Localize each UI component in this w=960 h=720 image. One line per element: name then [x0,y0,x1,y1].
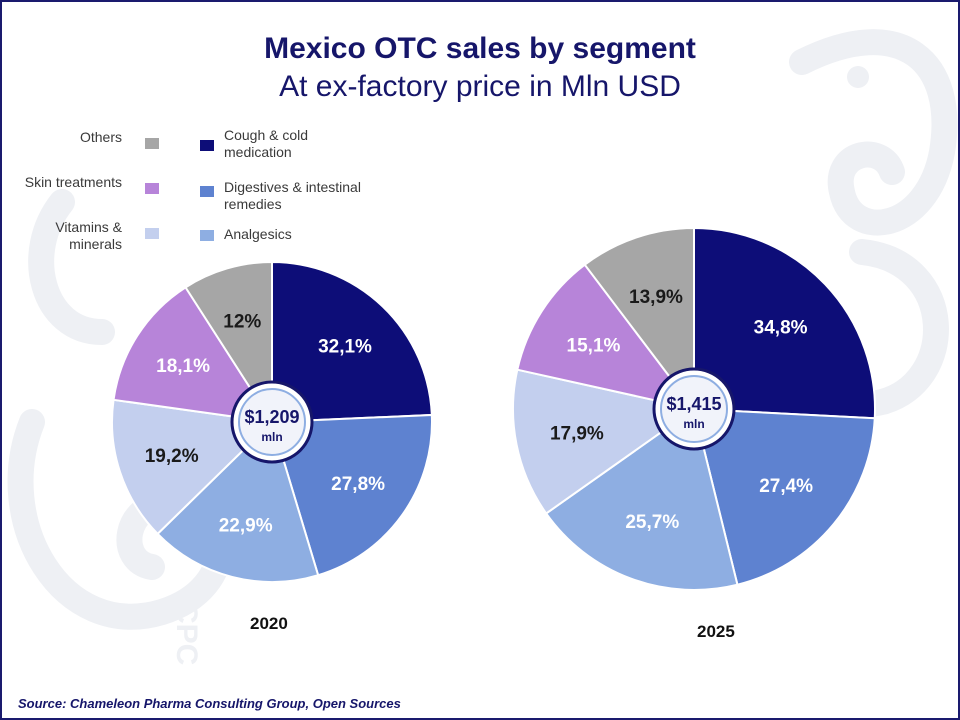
data-label-2025-digestives-intestinal-remedies: 27,4% [759,476,813,497]
data-label-2020-skin-treatments: 18,1% [156,356,210,377]
swirl-left [28,189,115,345]
legend-swatch-vitamins-minerals [145,228,159,239]
chart-subtitle: At ex-factory price in Mln USD [279,70,681,103]
legend-swatch-skin-treatments [145,183,159,194]
data-label-2020-cough-cold-medication: 32,1% [318,337,372,358]
center-unit-2020: mln [261,430,282,444]
legend-label-analgesics: Analgesics [224,226,292,242]
legend-label-cough-cold: Cough & cold medication [224,127,309,160]
data-label-2025-analgesics: 25,7% [625,512,679,533]
data-label-2025-vitamins-minerals: 17,9% [550,424,604,445]
source-note: Source: Chameleon Pharma Consulting Grou… [18,696,401,711]
year-label-2020: 2020 [250,614,288,633]
data-label-2025-others: 13,9% [629,287,683,308]
data-label-2025-skin-treatments: 15,1% [567,335,621,356]
watermark-dot [847,66,869,88]
data-label-2025-cough-cold-medication: 34,8% [754,318,808,339]
pie-2020: 32,1% 27,8% 22,9% 19,2% 18,1% 12% $1,209 mln [111,260,433,583]
year-label-2025: 2025 [697,622,735,641]
pie-slice-2025-analgesics [544,407,739,591]
legend-swatch-analgesics [200,230,214,241]
legend-label-digestives: Digestives & intestinal remedies [224,179,361,212]
watermark-text: CPC [170,602,203,665]
pie-slice-2020-vitamins-minerals [111,398,275,536]
data-label-2020-vitamins-minerals: 19,2% [145,446,199,467]
pie-slice-2020-digestives-intestinal-remedies [270,413,433,577]
legend-swatch-others [145,138,159,149]
pie-2025: 34,8% 27,4% 25,7% 17,9% 15,1% 13,9% $1,415 mln [512,226,876,591]
center-unit-2025: mln [683,417,704,431]
pie-slice-2020-skin-treatments [112,285,275,424]
pie-slice-2025-cough-cold-medication [693,226,876,420]
legend-swatch-cough-cold [200,140,214,151]
chart-title: Mexico OTC sales by segment [264,32,696,65]
center-badge-inner-2020 [238,388,306,456]
pie-slice-2020-cough-cold-medication [271,260,433,424]
swirl-top-right [789,29,958,236]
center-badge-inner-2025 [660,375,728,443]
pie-slice-2025-digestives-intestinal-remedies [692,407,876,586]
pie-slice-2020-others [184,260,273,426]
data-label-2020-digestives-intestinal-remedies: 27,8% [331,474,385,495]
data-label-2020-analgesics: 22,9% [219,515,273,536]
swirl-bottom-left [7,409,233,630]
legend-label-others: Others [79,129,122,145]
legend-swatch-digestives [200,186,214,197]
pie-slice-2025-vitamins-minerals [512,368,697,515]
data-label-2020-others: 12% [223,312,261,333]
pie-slice-2025-skin-treatments [516,263,697,411]
legend-label-skin-treatments: Skin treatments [24,174,122,190]
center-total-2025: $1,415 [666,394,721,414]
center-total-2020: $1,209 [244,407,299,427]
pie-slice-2025-others [583,226,695,412]
legend-label-vitamins-minerals: Vitamins & minerals [55,219,122,252]
